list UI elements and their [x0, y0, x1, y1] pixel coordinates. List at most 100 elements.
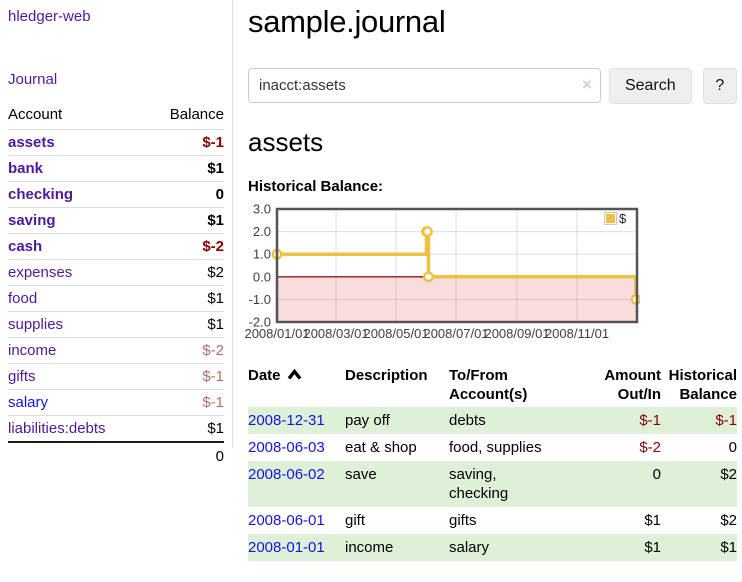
account-link[interactable]: bank — [8, 160, 44, 177]
register-accounts-cell: gifts — [449, 512, 477, 529]
account-link[interactable]: income — [8, 342, 57, 359]
register-balance-cell: $2 — [720, 512, 737, 529]
register-description-header: Description — [345, 367, 428, 384]
register-amount-cell: 0 — [652, 466, 661, 483]
x-tick-label: 2008/11/01 — [544, 326, 610, 341]
register-balance-header: Historical Balance — [668, 367, 737, 403]
register-description-cell: pay off — [345, 412, 390, 429]
account-link[interactable]: expenses — [8, 264, 73, 281]
help-button[interactable]: ? — [702, 68, 737, 104]
register-amount-cell: $1 — [644, 539, 661, 556]
transaction-date-link[interactable]: 2008-06-03 — [248, 439, 325, 456]
svg-text:-1.0: -1.0 — [249, 292, 271, 307]
account-name-cell: saving — [8, 207, 147, 234]
accounts-table: Account Balance assets $-1 bank $1 checking 0… — [8, 101, 224, 470]
register-balance-cell: $2 — [720, 466, 737, 483]
account-row: income $-2 — [8, 337, 224, 364]
register-amount-cell: $-2 — [639, 439, 661, 456]
x-tick-label: 2008/09/01 — [484, 326, 550, 341]
register-description-cell: gift — [345, 512, 366, 529]
register-accounts-cell: salary — [449, 539, 490, 556]
account-balance: 0 — [146, 181, 224, 208]
svg-text:2.0: 2.0 — [253, 224, 271, 239]
account-link[interactable]: food — [8, 290, 38, 307]
svg-text:1.0: 1.0 — [253, 247, 271, 262]
account-row: salary $-1 — [8, 389, 224, 416]
transaction-date-link[interactable]: 2008-06-01 — [248, 512, 325, 529]
register-date-cell: 2008-06-02 — [248, 461, 345, 507]
search-input[interactable] — [248, 68, 601, 103]
account-name-cell: expenses — [8, 259, 147, 286]
register-table-body: 2008-12-31 pay off debts $-1 $-1 2008-06-03 ea… — [248, 407, 737, 561]
x-tick-label: 2008/01/01 — [244, 326, 310, 341]
account-row: assets $-1 — [8, 129, 224, 156]
total-spacer — [8, 441, 147, 470]
account-heading: assets — [248, 127, 324, 157]
register-row: 2008-01-01 income salary $1 $1 — [248, 534, 737, 561]
page-title: sample.journal — [248, 4, 446, 39]
account-link[interactable]: saving — [8, 212, 56, 229]
account-balance: $-1 — [146, 129, 224, 156]
register-row: 2008-06-03 eat & shop food, supplies $-2 0 — [248, 434, 737, 461]
sort-ascending-icon — [287, 368, 301, 380]
register-accounts-header: To/From Account(s) — [449, 367, 528, 403]
total-balance: 0 — [146, 441, 224, 470]
chart-x-axis-labels: 2008/01/01 2008/03/01 2008/05/01 2008/07/01… — [240, 326, 640, 344]
account-row: gifts $-1 — [8, 363, 224, 390]
account-link[interactable]: liabilities:debts — [8, 420, 106, 437]
register-balance-cell: $-1 — [715, 412, 737, 429]
register-date-cell: 2008-06-03 — [248, 434, 345, 461]
accounts-total-row: 0 — [8, 441, 224, 470]
register-balance-cell: 0 — [728, 439, 737, 456]
register-amount-header: Amount Out/In — [604, 367, 661, 403]
balance-column-header: Balance — [169, 106, 224, 123]
account-row: cash $-2 — [8, 233, 224, 260]
register-accounts-cell: saving, checking — [449, 466, 509, 502]
register-row: 2008-06-02 save saving, checking 0 $2 — [248, 461, 737, 507]
account-row: saving $1 — [8, 207, 224, 234]
account-link[interactable]: assets — [8, 134, 55, 151]
legend-label: $ — [619, 211, 627, 226]
transaction-date-link[interactable]: 2008-01-01 — [248, 539, 325, 556]
accounts-header-row: Account Balance — [8, 101, 224, 130]
account-link[interactable]: gifts — [8, 368, 36, 385]
search-button[interactable]: Search — [608, 68, 692, 104]
account-balance: $-2 — [146, 337, 224, 364]
register-row: 2008-12-31 pay off debts $-1 $-1 — [248, 407, 737, 434]
main-content: sample.journal × Search ? assets Histori… — [248, 0, 737, 561]
register-description-cell: eat & shop — [345, 439, 417, 456]
register-date-header[interactable]: Date — [248, 363, 345, 407]
nav-journal-link[interactable]: Journal — [8, 71, 58, 88]
account-name-cell: salary — [8, 389, 147, 416]
register-table: Date Description To/From Account(s) Amou… — [248, 363, 737, 561]
account-link[interactable]: cash — [8, 238, 43, 255]
account-link[interactable]: salary — [8, 394, 49, 411]
account-balance: $2 — [146, 259, 224, 286]
account-name-cell: gifts — [8, 363, 147, 390]
x-tick-label: 2008/03/01 — [303, 326, 369, 341]
search-input-wrap: × — [248, 68, 601, 104]
account-balance: $-2 — [146, 233, 224, 260]
clear-search-icon[interactable]: × — [582, 75, 592, 94]
register-date-cell: 2008-12-31 — [248, 407, 345, 434]
register-amount-cell: $1 — [644, 512, 661, 529]
register-date-cell: 2008-06-01 — [248, 507, 345, 534]
account-name-cell: bank — [8, 155, 147, 182]
account-row: supplies $1 — [8, 311, 224, 338]
account-name-cell: checking — [8, 181, 147, 208]
transaction-date-link[interactable]: 2008-12-31 — [248, 412, 325, 429]
transaction-date-link[interactable]: 2008-06-02 — [248, 466, 325, 483]
account-name-cell: cash — [8, 233, 147, 260]
brand-link[interactable]: hledger-web — [8, 8, 91, 25]
chart-title: Historical Balance: — [248, 178, 384, 195]
account-link[interactable]: supplies — [8, 316, 64, 333]
register-date-cell: 2008-01-01 — [248, 534, 345, 561]
account-link[interactable]: checking — [8, 186, 74, 203]
account-name-cell: supplies — [8, 311, 147, 338]
account-name-cell: liabilities:debts — [8, 415, 147, 442]
account-row: expenses $2 — [8, 259, 224, 286]
register-header-row: Date Description To/From Account(s) Amou… — [248, 363, 737, 407]
account-balance: $1 — [146, 207, 224, 234]
account-row: food $1 — [8, 285, 224, 312]
account-name-cell: assets — [8, 129, 147, 156]
